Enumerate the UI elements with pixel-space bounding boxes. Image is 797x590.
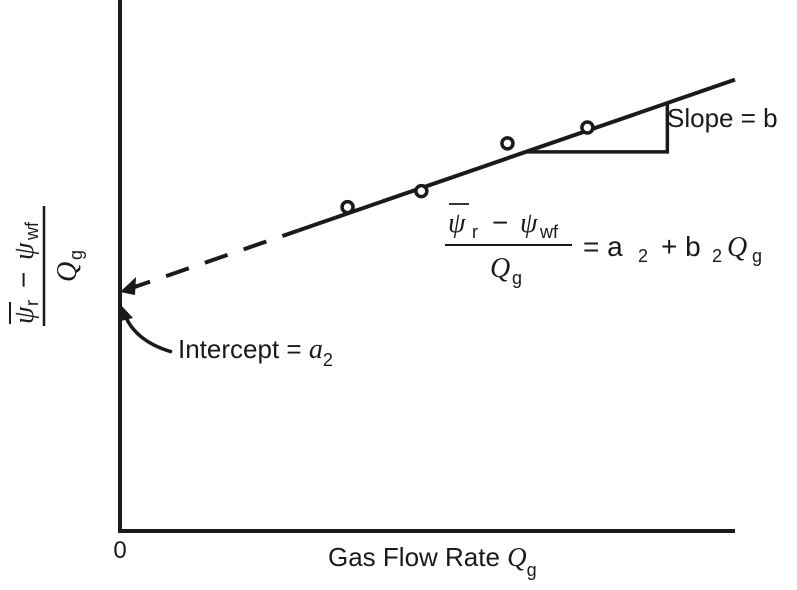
svg-text:wf: wf	[22, 221, 42, 241]
svg-text:ψ: ψ	[9, 242, 40, 260]
data-point	[414, 183, 429, 199]
intercept-callout: Intercept = a2	[120, 304, 333, 370]
svg-text:wf: wf	[539, 222, 559, 242]
slope-label: Slope = b	[667, 103, 778, 133]
slope-triangle-group	[525, 103, 670, 154]
y-axis-label: ψ r − ψ wf Q g	[8, 206, 86, 326]
svg-text:+ b: + b	[661, 231, 701, 262]
svg-text:Q: Q	[52, 262, 83, 282]
data-point	[500, 136, 515, 151]
svg-text:= a: = a	[583, 231, 623, 262]
intercept-line-arrowhead	[120, 277, 136, 296]
svg-text:ψ: ψ	[9, 306, 40, 324]
svg-text:Q: Q	[727, 232, 747, 263]
x-axis-label: Gas Flow Rate Qg	[328, 542, 537, 580]
slope-triangle	[525, 103, 670, 154]
intercept-arrowhead	[120, 304, 133, 321]
svg-text:g: g	[752, 246, 762, 266]
svg-text:r: r	[472, 222, 478, 242]
data-points-group	[340, 120, 595, 215]
svg-text:ψ: ψ	[520, 208, 538, 239]
svg-text:g: g	[66, 250, 86, 260]
fit-line-extrapolated	[126, 228, 300, 292]
svg-text:2: 2	[712, 246, 722, 266]
svg-text:g: g	[512, 268, 522, 288]
svg-text:−: −	[8, 272, 39, 288]
fit-line	[297, 77, 736, 233]
origin-label: 0	[113, 537, 126, 564]
fit-line-group	[120, 77, 736, 296]
fit-equation: ψ r − ψ wf Q g = a 2 + b 2 Q g	[445, 203, 762, 288]
intercept-label: Intercept = a2	[178, 334, 333, 370]
svg-text:r: r	[22, 300, 42, 306]
data-point	[340, 199, 355, 215]
data-point	[580, 120, 595, 135]
svg-text:Q: Q	[490, 253, 510, 284]
svg-text:−: −	[492, 207, 508, 238]
svg-text:2: 2	[638, 246, 648, 266]
svg-text:ψ: ψ	[448, 208, 466, 239]
